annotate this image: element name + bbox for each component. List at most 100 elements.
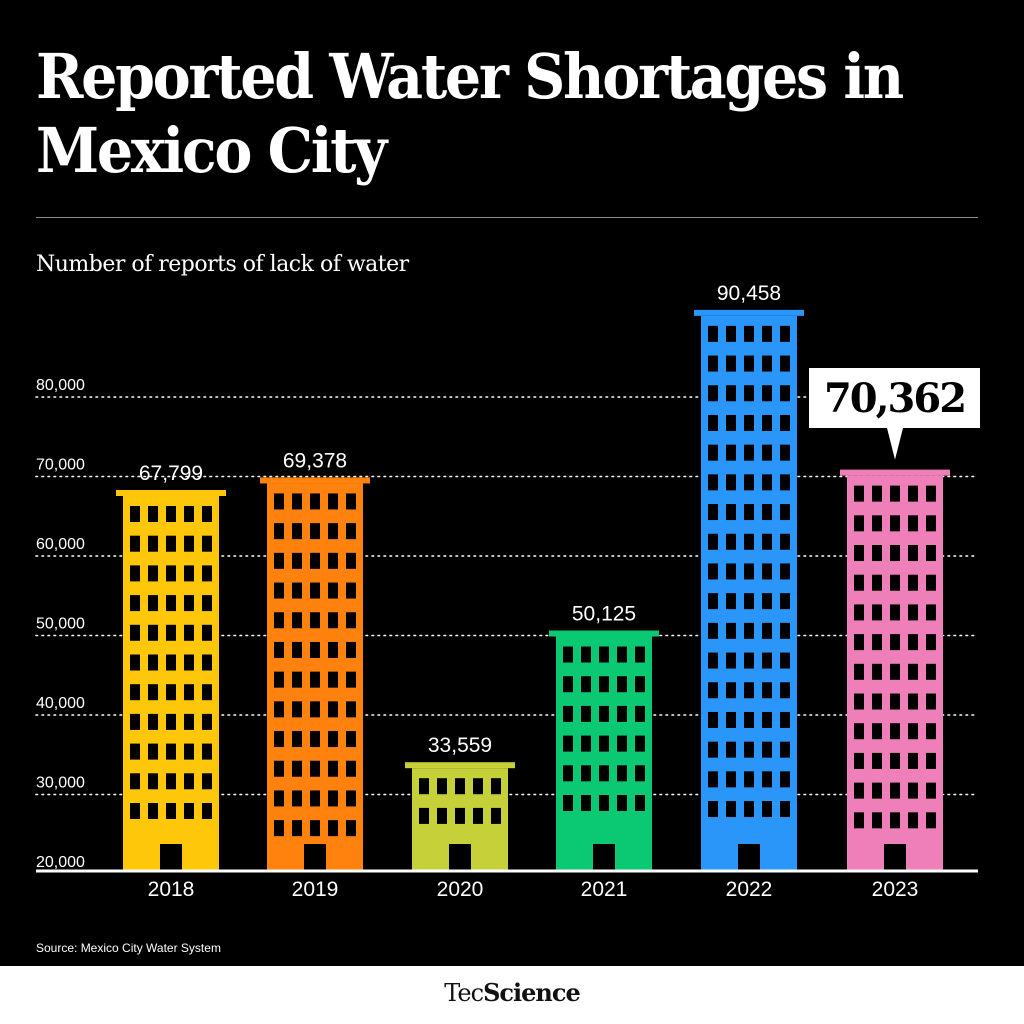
building-window: [563, 705, 573, 722]
building-door: [449, 844, 471, 870]
building-window: [908, 752, 918, 769]
building-window: [926, 693, 936, 710]
brand-suffix: Science: [483, 978, 581, 1007]
building-window: [292, 790, 302, 807]
building-window: [635, 705, 645, 722]
building-window: [346, 671, 356, 688]
source-note: Source: Mexico City Water System: [36, 941, 221, 955]
building-window: [581, 765, 591, 782]
building-window: [346, 582, 356, 599]
building-window: [202, 654, 212, 671]
building-window: [744, 355, 754, 372]
data-label: 33,559: [428, 734, 492, 757]
building-window: [202, 713, 212, 730]
building-window: [854, 693, 864, 710]
building-window: [328, 671, 338, 688]
building-window: [744, 652, 754, 669]
building-window: [708, 444, 718, 461]
building-window: [744, 504, 754, 521]
building-window: [166, 802, 176, 819]
building-window: [202, 505, 212, 522]
building-window: [292, 731, 302, 748]
building-window: [599, 646, 609, 663]
building-window: [726, 741, 736, 758]
building-window: [130, 713, 140, 730]
building-window: [708, 474, 718, 491]
building-window: [890, 485, 900, 502]
building-window: [581, 676, 591, 693]
building-window: [762, 741, 772, 758]
building-window: [166, 743, 176, 760]
building-window: [148, 565, 158, 582]
building-window: [744, 801, 754, 818]
building-window: [148, 595, 158, 612]
building-window: [148, 802, 158, 819]
building-window: [872, 663, 882, 680]
building-window: [581, 795, 591, 812]
building-window: [437, 778, 447, 795]
building-window: [148, 773, 158, 790]
building-window: [274, 582, 284, 599]
building-window: [635, 735, 645, 752]
building-window: [166, 535, 176, 552]
building-window: [130, 654, 140, 671]
building-window: [130, 773, 140, 790]
y-tick-label: 60,000: [36, 536, 85, 553]
callout-box: [809, 368, 980, 428]
building-window: [762, 325, 772, 342]
building-window: [148, 713, 158, 730]
callout-pointer: [887, 428, 903, 460]
building-window: [292, 493, 302, 510]
building-window: [780, 474, 790, 491]
building-window: [726, 533, 736, 550]
brand-prefix: Tec: [444, 979, 484, 1007]
building-window: [617, 765, 627, 782]
bar-2023: [840, 469, 950, 870]
building-window: [762, 533, 772, 550]
building-window: [780, 563, 790, 580]
bar-2019: 69,378: [260, 449, 370, 870]
building-window: [346, 552, 356, 569]
building-window: [780, 444, 790, 461]
building-window: [872, 574, 882, 591]
building-window: [328, 523, 338, 540]
building-window: [890, 663, 900, 680]
building-window: [708, 771, 718, 788]
building-window: [872, 485, 882, 502]
building-window: [908, 812, 918, 829]
building-window: [854, 574, 864, 591]
building-window: [872, 752, 882, 769]
building-window: [744, 711, 754, 728]
building-window: [635, 646, 645, 663]
bar-2018: 67,799: [116, 462, 226, 870]
building-window: [726, 622, 736, 639]
building-window: [926, 723, 936, 740]
building-window: [708, 414, 718, 431]
building-window: [908, 515, 918, 532]
building-window: [890, 634, 900, 651]
building-window: [762, 622, 772, 639]
building-window: [563, 646, 573, 663]
building-window: [926, 604, 936, 621]
building-window: [292, 582, 302, 599]
building-window: [148, 743, 158, 760]
building-window: [202, 565, 212, 582]
building-window: [708, 652, 718, 669]
building-window: [780, 533, 790, 550]
bar-2020: 33,559: [405, 734, 515, 870]
building-window: [599, 795, 609, 812]
building-window: [346, 760, 356, 777]
building-window: [762, 593, 772, 610]
building-window: [148, 684, 158, 701]
building-window: [274, 523, 284, 540]
building-window: [202, 535, 212, 552]
building-window: [780, 711, 790, 728]
building-window: [292, 760, 302, 777]
building-window: [780, 682, 790, 699]
building-window: [854, 604, 864, 621]
building-window: [890, 574, 900, 591]
building-window: [780, 593, 790, 610]
building-window: [872, 604, 882, 621]
building-window: [328, 760, 338, 777]
building-window: [310, 671, 320, 688]
